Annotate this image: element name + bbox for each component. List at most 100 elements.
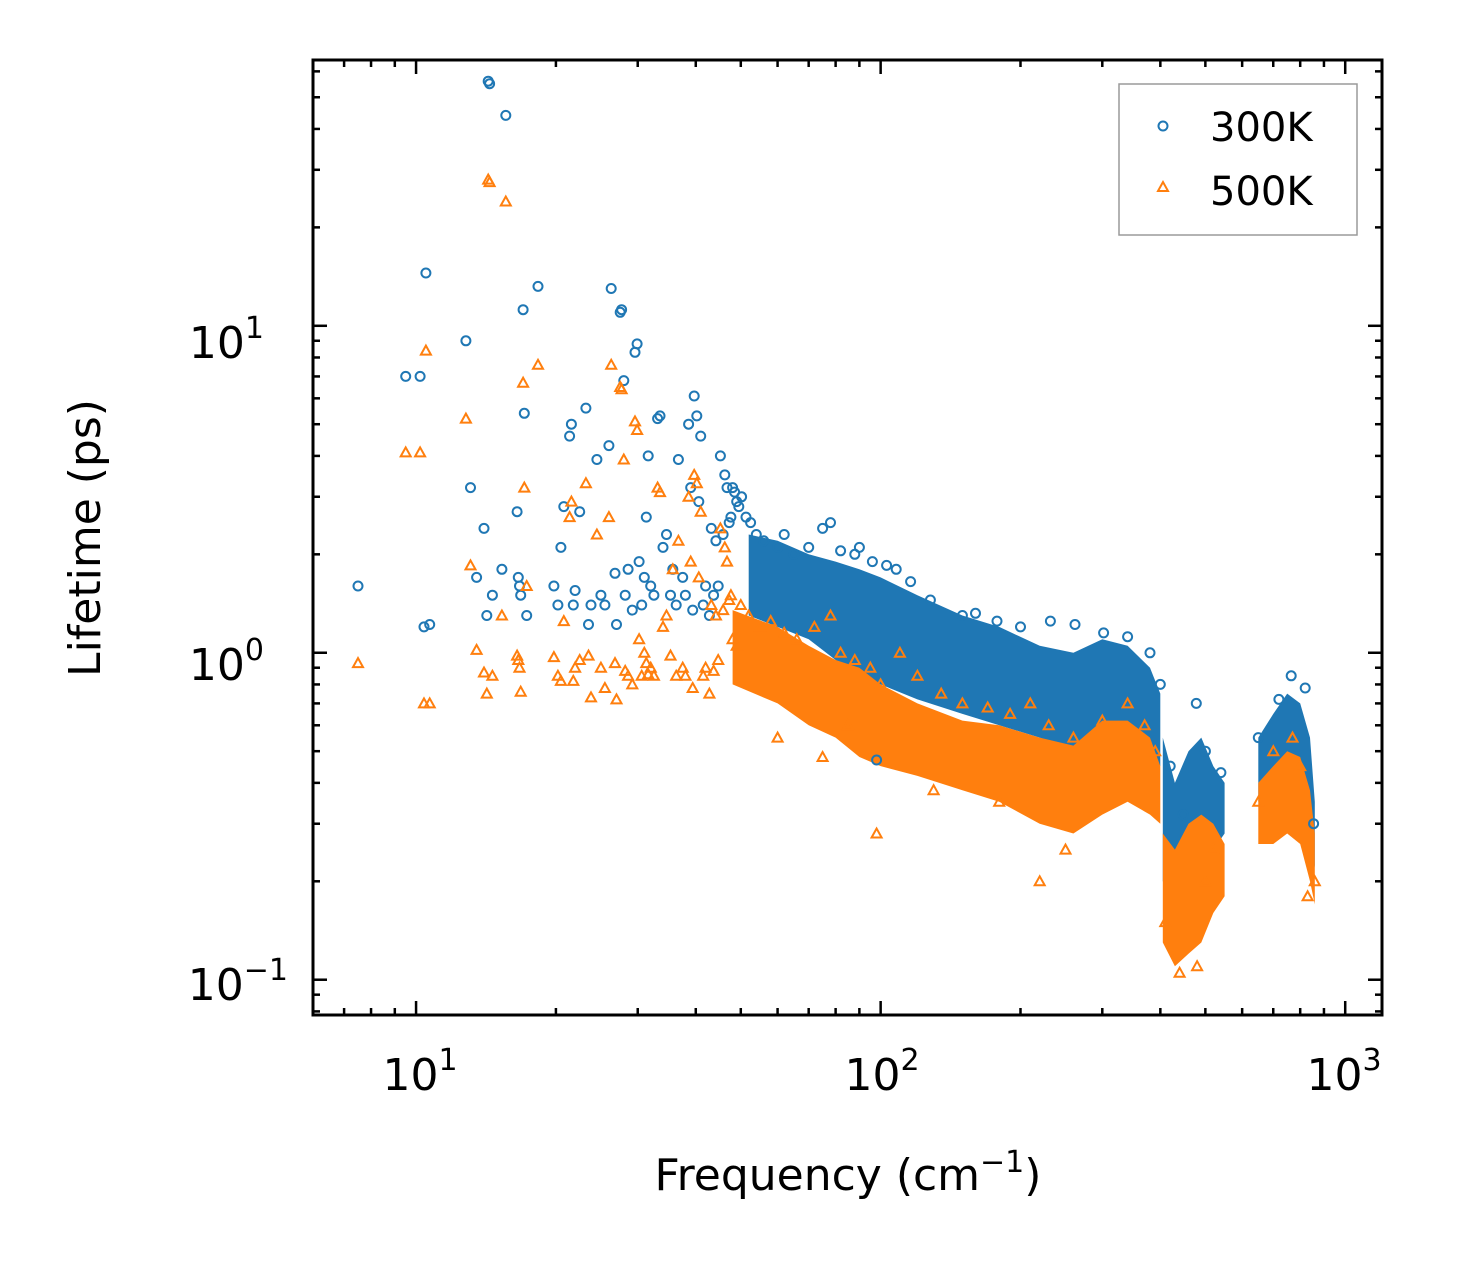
legend: 300K 500K <box>1118 83 1358 236</box>
data-point-300k <box>609 567 621 579</box>
data-point-300k <box>616 304 628 316</box>
data-point-300k <box>640 511 652 523</box>
data-point-300k <box>683 418 695 430</box>
data-point-300k <box>758 535 770 547</box>
data-point-300k <box>418 621 430 633</box>
data-point-300k <box>700 580 712 592</box>
data-point-300k <box>1044 615 1056 627</box>
x-tick-label-100: 102 <box>844 1043 919 1101</box>
data-point-500k <box>1293 759 1307 772</box>
data-point-500k <box>863 660 877 673</box>
data-point-500k <box>869 826 884 839</box>
data-point-300k <box>661 529 672 540</box>
y-tick-label-0.1: 10−1 <box>188 953 288 1011</box>
data-point-300k <box>665 589 676 601</box>
data-point-300k <box>1164 760 1176 772</box>
data-point-500k <box>848 652 862 665</box>
data-point-300k <box>691 410 703 422</box>
data-point-300k <box>677 571 689 583</box>
data-point-500k <box>614 382 629 395</box>
data-point-300k <box>552 599 564 611</box>
data-point-500k <box>926 783 941 796</box>
data-point-500k <box>694 504 708 517</box>
data-point-500k <box>1158 915 1172 928</box>
data-point-300k <box>564 430 576 442</box>
data-point-500k <box>568 660 582 673</box>
data-point-300k <box>633 556 645 568</box>
data-point-500k <box>1033 874 1047 887</box>
data-point-300k <box>1177 809 1189 821</box>
data-point-500k <box>653 485 667 498</box>
legend-marker-300k <box>1157 120 1169 132</box>
data-point-300k <box>710 535 722 547</box>
data-point-500k <box>557 614 571 627</box>
y-tick-label-1: 100 <box>189 633 264 691</box>
data-point-300k <box>569 585 581 596</box>
data-point-500k <box>659 608 674 621</box>
data-point-500k <box>815 749 830 762</box>
data-point-300k <box>420 267 432 279</box>
data-point-300k <box>778 529 790 540</box>
data-point-300k <box>603 440 615 452</box>
data-point-300k <box>481 610 493 621</box>
data-point-300k <box>1069 619 1081 630</box>
data-point-300k <box>619 589 631 601</box>
data-point-300k <box>555 541 567 553</box>
data-point-500k <box>1266 744 1280 757</box>
data-point-500k <box>564 494 579 507</box>
data-point-300k <box>688 390 700 402</box>
data-point-300k <box>736 491 748 503</box>
legend-marker-500k <box>1156 179 1170 192</box>
data-point-500k <box>628 414 642 427</box>
data-point-300k <box>585 599 597 611</box>
data-point-500k <box>1066 730 1081 743</box>
y-tick-labels: 10−1 100 101 <box>188 311 288 1011</box>
data-point-500k <box>676 660 690 673</box>
data-point-500k <box>696 668 710 681</box>
data-point-300k <box>723 517 735 529</box>
data-point-500k <box>1285 730 1300 743</box>
data-point-300k <box>652 413 664 425</box>
data-point-300k <box>618 375 630 387</box>
data-point-300k <box>400 370 412 382</box>
data-point-500k <box>495 608 509 621</box>
data-point-500k <box>678 668 693 681</box>
data-point-300k <box>642 450 654 462</box>
data-point-500k <box>632 632 646 645</box>
data-point-500k <box>594 660 608 673</box>
data-point-500k <box>711 652 725 665</box>
data-point-500k <box>1198 874 1213 887</box>
data-point-500k <box>681 489 696 502</box>
series-500k <box>351 172 1322 978</box>
legend-label-300k: 300K <box>1210 105 1314 151</box>
data-point-500k <box>671 533 686 546</box>
data-point-300k <box>496 563 508 575</box>
data-point-500k <box>893 645 907 658</box>
data-point-300k <box>518 407 530 419</box>
data-point-500k <box>566 673 580 686</box>
data-point-300k <box>905 576 917 588</box>
data-point-300k <box>695 430 707 442</box>
data-point-300k <box>970 607 981 619</box>
data-point-300k <box>788 548 800 560</box>
data-point-300k <box>1015 621 1026 633</box>
data-point-500k <box>562 510 577 523</box>
data-point-500k <box>423 696 437 709</box>
data-point-500k <box>955 696 970 709</box>
data-point-300k <box>591 454 603 465</box>
data-point-500k <box>602 510 616 523</box>
data-point-500k <box>981 700 995 713</box>
data-point-500k <box>713 521 728 534</box>
data-point-500k <box>764 614 778 627</box>
data-point-300k <box>631 338 643 350</box>
data-point-300k <box>583 619 594 630</box>
data-point-300k <box>352 580 364 592</box>
data-point-500k <box>485 668 500 681</box>
data-point-500k <box>598 680 612 693</box>
data-point-300k <box>745 517 757 529</box>
legend-box <box>1118 83 1358 236</box>
data-point-500k <box>690 476 704 489</box>
data-point-300k <box>991 615 1003 627</box>
data-point-500k <box>459 411 473 424</box>
data-point-300k <box>460 335 472 347</box>
